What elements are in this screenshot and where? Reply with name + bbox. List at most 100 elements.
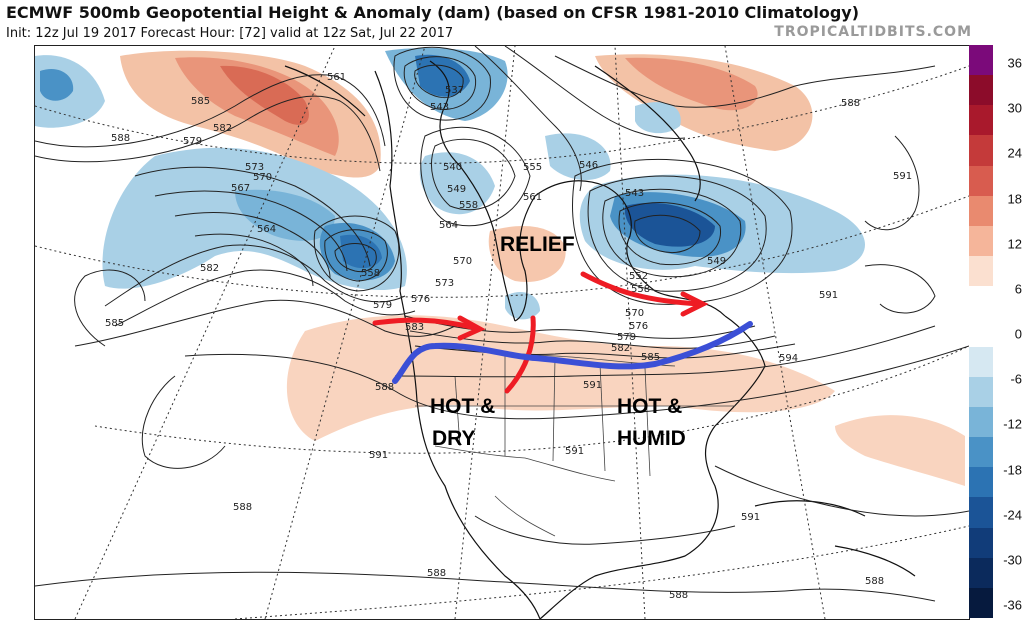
contour-label: 573 (435, 278, 454, 289)
blue-jet-line (392, 321, 753, 384)
contour-label: 564 (257, 224, 276, 235)
contour-label: 558 (631, 284, 650, 295)
colorbar-cell (969, 467, 993, 498)
height-contours (35, 46, 969, 602)
colorbar-tick-labels: 36 30 24 18 12 6 0 -6 -12 -18 -24 -30 -36 (993, 45, 1024, 618)
colorbar-cell (969, 225, 993, 257)
anomaly-colorbar (969, 45, 993, 619)
red-arrows (372, 271, 709, 394)
colorbar-cell (969, 346, 993, 378)
contour-label: 588 (111, 133, 130, 144)
annotation-hot-humid-line2: HUMID (617, 427, 686, 450)
coastlines (284, 60, 916, 619)
annotation-hot-dry-line2: DRY (432, 427, 476, 450)
colorbar-tick: 6 (1014, 281, 1022, 297)
contour-label: 552 (629, 271, 648, 282)
contour-label: 579 (617, 332, 636, 343)
contour-label: 579 (183, 136, 202, 147)
colorbar-tick: -12 (1003, 416, 1022, 432)
contour-label: 549 (447, 184, 466, 195)
contour-label: 558 (459, 200, 478, 211)
colorbar-tick: -18 (1003, 462, 1022, 477)
contour-label: 537 (445, 85, 464, 96)
colorbar-cell (969, 75, 993, 106)
contour-labels: 561 537 543 585 582 579 573 570 567 564 … (105, 72, 912, 601)
contour-label: 588 (427, 568, 446, 579)
colorbar-tick: 12 (1007, 236, 1022, 252)
brand-watermark: TROPICALTIDBITS.COM (774, 24, 972, 40)
contour-label: 591 (565, 446, 584, 457)
contour-label: 576 (629, 321, 648, 332)
map-subtitle: Init: 12z Jul 19 2017 Forecast Hour: [72… (6, 26, 454, 41)
contour-label: 583 (405, 322, 424, 333)
contour-label: 546 (579, 160, 598, 171)
contour-label: 582 (213, 123, 232, 134)
contour-label: 570 (625, 308, 644, 319)
contour-label: 543 (430, 102, 449, 113)
colorbar-tick: 24 (1007, 145, 1022, 161)
contour-label: 540 (443, 162, 462, 173)
contour-label: 561 (523, 192, 542, 203)
colorbar-cell (969, 557, 993, 589)
red-arrow-west (372, 317, 478, 331)
contour-label: 588 (865, 576, 884, 587)
colorbar-cell (969, 316, 993, 348)
annotation-relief: RELIEF (500, 233, 575, 256)
contour-label: 585 (641, 352, 660, 363)
contour-label: 549 (707, 256, 726, 267)
contour-label: 585 (191, 96, 210, 107)
contour-label: 570 (253, 172, 272, 183)
colorbar-cell (969, 406, 993, 438)
colorbar-tick: 0 (1014, 326, 1022, 342)
contour-label: 591 (583, 380, 602, 391)
contour-label: 588 (233, 502, 252, 513)
colorbar-cell (969, 497, 993, 529)
contour-label: 558 (361, 268, 380, 279)
map-canvas: 561 537 543 585 582 579 573 570 567 564 … (35, 46, 969, 619)
colorbar-tick: 18 (1007, 191, 1022, 206)
negative-anomaly-shading (35, 48, 865, 320)
contour-label: 588 (841, 98, 860, 109)
colorbar-cell (969, 256, 993, 287)
contour-label: 570 (453, 256, 472, 267)
contour-label: 564 (439, 220, 458, 231)
contour-label: 543 (625, 188, 644, 199)
contour-label: 555 (523, 162, 542, 173)
contour-label: 591 (741, 512, 760, 523)
colorbar-cell (969, 527, 993, 559)
contour-label: 591 (369, 450, 388, 461)
map-panel: 561 537 543 585 582 579 573 570 567 564 … (34, 45, 970, 620)
colorbar-cell (969, 105, 993, 136)
colorbar-cell (969, 286, 993, 317)
colorbar-cell (969, 587, 993, 619)
red-arrow-east (580, 271, 703, 307)
contour-label: 579 (373, 300, 392, 311)
red-arrow-west-head (457, 315, 486, 341)
contour-label: 561 (327, 72, 346, 83)
contour-label: 585 (105, 318, 124, 329)
colorbar-cell (969, 165, 993, 197)
colorbar-tick: -30 (1003, 552, 1022, 568)
colorbar-tick: 30 (1007, 100, 1022, 116)
contour-label: 588 (375, 382, 394, 393)
colorbar-tick: -6 (1010, 371, 1022, 387)
map-title: ECMWF 500mb Geopotential Height & Anomal… (6, 3, 860, 22)
contour-label: 591 (819, 290, 838, 301)
colorbar-cell (969, 437, 993, 468)
annotation-hot-humid-line1: HOT & (617, 395, 683, 418)
contour-label: 591 (893, 171, 912, 182)
contour-label: 594 (779, 353, 798, 364)
contour-label: 567 (231, 183, 250, 194)
colorbar-cell (969, 135, 993, 167)
colorbar-cell (969, 376, 993, 408)
colorbar-tick: -24 (1003, 507, 1022, 523)
colorbar-cell (969, 195, 993, 227)
colorbar-tick: 36 (1007, 55, 1022, 71)
contour-label: 588 (669, 590, 688, 601)
colorbar-tick: -36 (1003, 597, 1022, 613)
annotation-hot-dry-line1: HOT & (430, 395, 496, 418)
contour-label: 573 (245, 162, 264, 173)
red-arrow-east-head (680, 291, 709, 317)
contour-label: 576 (411, 294, 430, 305)
contour-label: 582 (200, 263, 219, 274)
